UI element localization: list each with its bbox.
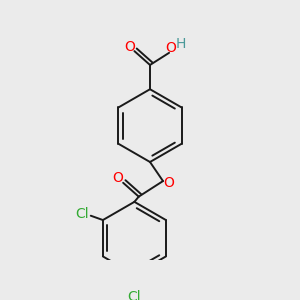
Text: O: O — [164, 176, 175, 190]
Text: H: H — [175, 37, 185, 51]
Text: O: O — [112, 172, 123, 185]
Text: O: O — [124, 40, 135, 54]
Text: Cl: Cl — [128, 290, 141, 300]
Text: Cl: Cl — [75, 207, 89, 221]
Text: O: O — [165, 40, 176, 55]
